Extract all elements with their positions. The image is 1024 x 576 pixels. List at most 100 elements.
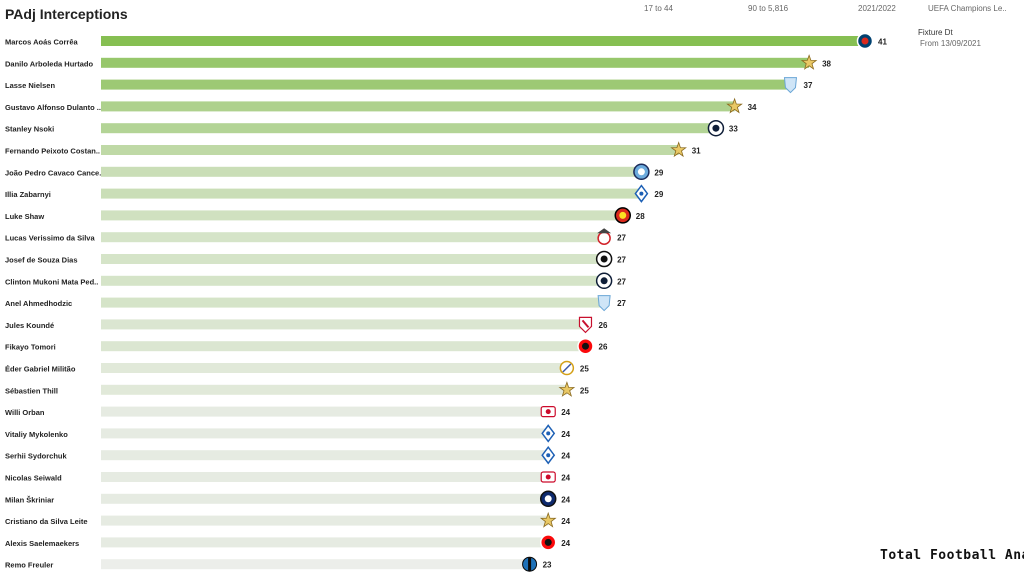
chart-title: PAdj Interceptions xyxy=(5,6,128,22)
man-city-badge xyxy=(633,163,650,181)
player-label: Luke Shaw xyxy=(5,212,44,221)
player-label: Serhii Sydorchuk xyxy=(5,452,68,461)
rb-leipzig-badge xyxy=(540,406,556,418)
brand-logo: Total Football Analysis xyxy=(880,548,1024,563)
dynamo-kyiv-badge xyxy=(541,445,556,465)
bar xyxy=(101,101,735,112)
sevilla-badge xyxy=(578,316,593,334)
value-label: 24 xyxy=(561,539,570,548)
player-label: Gustavo Alfonso Dulanto .. xyxy=(5,103,101,112)
value-label: 28 xyxy=(636,212,645,221)
value-label: 34 xyxy=(748,103,757,112)
value-label: 27 xyxy=(617,256,626,265)
minutes-filter[interactable]: 90 to 5,816 xyxy=(748,4,789,13)
bar xyxy=(101,537,549,548)
bar xyxy=(101,319,586,330)
besiktas-badge xyxy=(595,250,613,268)
bar xyxy=(101,406,549,417)
malmo-badge xyxy=(597,295,611,312)
value-label: 24 xyxy=(561,517,570,526)
value-label: 31 xyxy=(692,147,701,156)
value-label: 24 xyxy=(561,495,570,504)
value-label: 26 xyxy=(599,321,608,330)
player-label: Fikayo Tomori xyxy=(5,343,56,352)
value-label: 24 xyxy=(561,408,570,417)
value-label: 38 xyxy=(822,59,831,68)
player-label: Alexis Saelemaekers xyxy=(5,539,79,548)
player-label: Lucas Verissimo da Silva xyxy=(5,234,95,243)
bar xyxy=(101,515,549,526)
bar xyxy=(101,559,530,570)
bar xyxy=(101,428,549,439)
player-label: Sébastien Thill xyxy=(5,386,58,395)
value-label: 29 xyxy=(654,168,663,177)
value-label: 37 xyxy=(804,81,813,90)
sheriff-badge xyxy=(558,381,576,397)
dynamo-kyiv-badge xyxy=(541,424,556,443)
player-label: Anel Ahmedhodzic xyxy=(5,299,72,308)
player-label: Remo Freuler xyxy=(5,561,53,570)
player-label: Illia Zabarnyi xyxy=(5,190,51,199)
bar xyxy=(101,384,567,395)
bar xyxy=(101,450,549,461)
player-label: Vitaliy Mykolenko xyxy=(5,430,68,439)
fixture-date-filter[interactable]: From 13/09/2021 xyxy=(920,39,981,48)
value-label: 29 xyxy=(654,190,663,199)
player-label: Jules Koundé xyxy=(5,321,54,330)
player-label: Lasse Nielsen xyxy=(5,81,55,90)
salzburg-badge xyxy=(540,471,556,483)
player-label: Stanley Nsoki xyxy=(5,125,54,134)
sheriff-badge xyxy=(726,97,743,114)
atalanta-badge xyxy=(522,556,538,572)
benfica-badge xyxy=(597,228,612,245)
value-label: 25 xyxy=(580,386,589,395)
bar xyxy=(101,166,642,177)
bar xyxy=(101,297,605,308)
ac-milan-badge xyxy=(577,337,594,355)
bar xyxy=(101,57,810,68)
value-label: 27 xyxy=(617,299,626,308)
player-label: Clinton Mukoni Mata Ped.. xyxy=(5,277,98,286)
player-label: Nicolas Seiwald xyxy=(5,474,62,483)
value-label: 23 xyxy=(543,561,552,570)
bar xyxy=(101,145,679,155)
player-label: Éder Gabriel Militão xyxy=(5,365,76,374)
bar xyxy=(101,472,549,482)
malmo-badge xyxy=(783,77,798,94)
age-filter[interactable]: 17 to 44 xyxy=(644,4,673,13)
player-label: Josef de Souza Dias xyxy=(5,256,78,265)
bar xyxy=(101,363,567,373)
bar xyxy=(101,493,549,504)
value-label: 41 xyxy=(878,38,887,47)
dynamo-kyiv-badge xyxy=(634,184,649,203)
value-label: 24 xyxy=(561,452,570,461)
player-label: Fernando Peixoto Costan.. xyxy=(5,147,100,156)
man-united-badge xyxy=(614,207,632,224)
real-madrid-badge xyxy=(559,360,575,376)
bar xyxy=(101,341,586,352)
ac-milan-badge xyxy=(539,534,557,551)
bar xyxy=(101,36,865,46)
player-label: João Pedro Cavaco Cance.. xyxy=(5,168,103,177)
player-label: Willi Orban xyxy=(5,408,45,417)
sheriff-badge xyxy=(539,511,557,528)
value-label: 25 xyxy=(580,365,589,374)
player-label: Milan Škriniar xyxy=(5,495,54,504)
value-label: 27 xyxy=(617,234,626,243)
bar xyxy=(101,123,716,134)
sheriff-badge xyxy=(670,141,687,158)
inter-badge xyxy=(539,490,557,508)
sheriff-badge xyxy=(800,54,818,70)
player-label: Marcos Aoás Corrêa xyxy=(5,38,78,47)
bar xyxy=(101,275,605,286)
value-label: 27 xyxy=(617,277,626,286)
club-brugge-badge xyxy=(707,119,725,137)
season-filter[interactable]: 2021/2022 xyxy=(858,4,896,13)
bar xyxy=(101,254,605,264)
competition-filter[interactable]: UEFA Champions Le.. xyxy=(928,4,1007,13)
value-label: 24 xyxy=(561,430,570,439)
value-label: 24 xyxy=(561,474,570,483)
fixture-date-label: Fixture Dt xyxy=(918,28,953,37)
club-brugge-badge xyxy=(595,272,613,290)
